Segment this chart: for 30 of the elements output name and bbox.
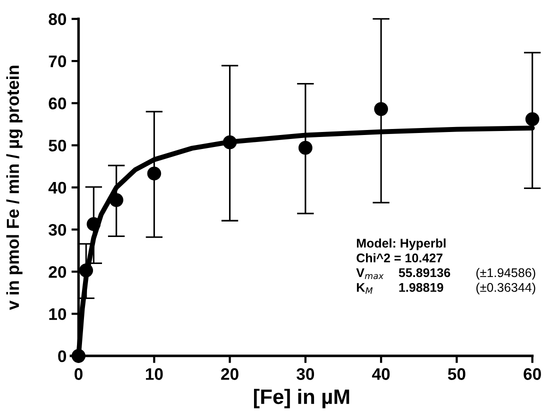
- x-tick-label: 60: [524, 368, 541, 380]
- annotation: Chi^2 = 10.427: [356, 253, 442, 262]
- point: [525, 112, 540, 126]
- point: [298, 140, 312, 155]
- x-tick-label: 40: [372, 368, 390, 380]
- annotation: V$_{max}$: [356, 268, 384, 280]
- annotation: (±1.94586): [476, 268, 536, 280]
- y-tick-label: 0: [58, 350, 66, 362]
- x-tick-label: 0: [74, 368, 82, 380]
- x-tick-label: 50: [448, 368, 466, 380]
- x-axis-title: [Fe] in µM: [254, 388, 350, 408]
- annotation: (±0.36344): [476, 282, 536, 294]
- y-tick-label: 60: [48, 98, 66, 110]
- annotation: Model: Hyperbl: [356, 238, 446, 250]
- y-tick-label: 20: [48, 266, 66, 278]
- y-tick-label: 10: [49, 308, 66, 320]
- x-tick-label: 10: [146, 368, 163, 380]
- annotation: 1.98819: [399, 283, 444, 292]
- annotation: 55.89136: [398, 268, 450, 278]
- y-axis-title: v in pmol Fe / min / µg protein: [6, 66, 23, 310]
- x-tick-label: 20: [221, 368, 238, 380]
- y-tick-label: 40: [48, 182, 66, 194]
- point: [374, 102, 388, 116]
- point: [147, 166, 162, 180]
- x-tick-label: 30: [296, 368, 314, 380]
- y-tick-label: 80: [48, 13, 66, 26]
- y-tick-label: 70: [48, 55, 66, 68]
- annotation: K$_{M}$: [356, 283, 373, 294]
- y-tick-label: 50: [48, 140, 66, 152]
- y-tick-label: 30: [48, 224, 66, 236]
